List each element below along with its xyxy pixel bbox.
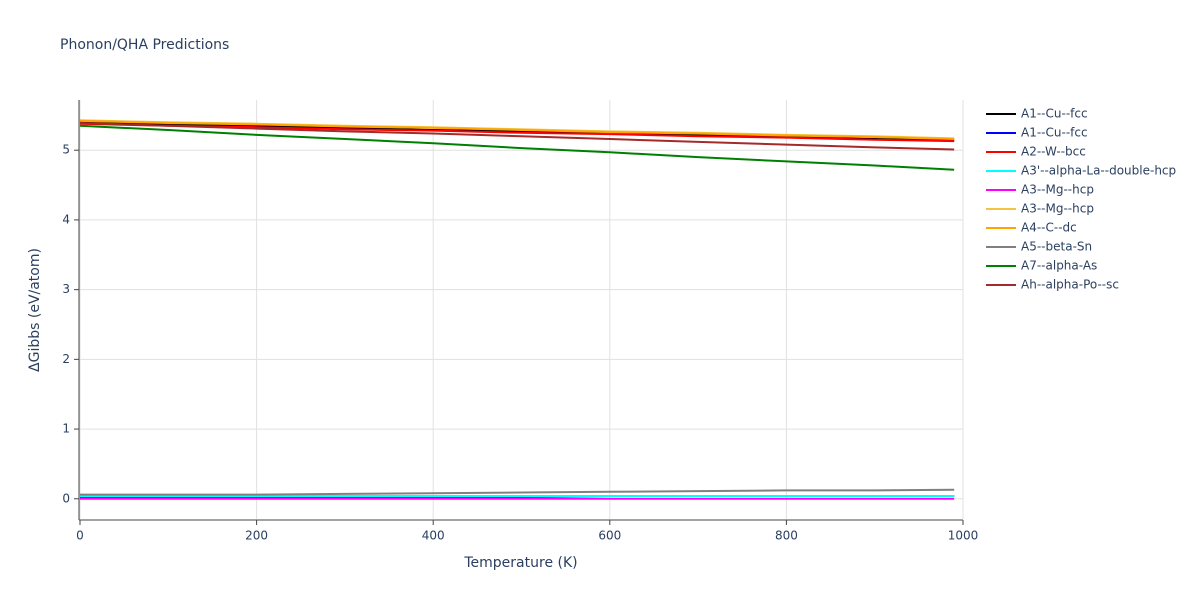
x-axis-label: Temperature (K) [463, 555, 577, 571]
x-tick-label: 0 [76, 529, 84, 543]
y-tick-label: 0 [62, 491, 70, 505]
series-line [79, 124, 955, 171]
x-tick-label: 400 [422, 529, 445, 543]
y-axis-label: ΔGibbs (eV/atom) [27, 248, 43, 372]
legend-label: A2--W--bcc [1021, 145, 1086, 159]
legend-label: A3--Mg--hcp [1021, 183, 1094, 197]
x-tick-label: 200 [245, 529, 268, 543]
x-tick-label: 1000 [948, 529, 979, 543]
y-tick-label: 3 [62, 282, 70, 296]
plot-area [79, 119, 955, 500]
series-line [79, 119, 955, 141]
chart-title: Phonon/QHA Predictions [60, 37, 229, 53]
y-tick-label: 2 [62, 352, 70, 366]
legend-label: A1--Cu--fcc [1021, 107, 1088, 121]
legend-label: Ah--alpha-Po--sc [1021, 278, 1119, 292]
y-tick-label: 4 [62, 212, 70, 226]
x-tick-label: 800 [775, 529, 798, 543]
legend-label: A7--alpha-As [1021, 259, 1097, 273]
x-tick-label: 600 [598, 529, 621, 543]
legend-label: A1--Cu--fcc [1021, 126, 1088, 140]
legend-label: A5--beta-Sn [1021, 240, 1092, 254]
series-line [80, 488, 955, 496]
legend: A1--Cu--fcc A1--Cu--fcc A2--W--bcc A3'--alp… [986, 107, 1176, 292]
series-line [79, 122, 955, 151]
legend-label: A3--Mg--hcp [1021, 202, 1094, 216]
legend-label: A3'--alpha-La--double-hcp [1021, 164, 1176, 178]
y-tick-label: 1 [62, 422, 70, 436]
legend-label: A4--C--dc [1021, 221, 1077, 235]
y-tick-label: 5 [62, 143, 70, 157]
